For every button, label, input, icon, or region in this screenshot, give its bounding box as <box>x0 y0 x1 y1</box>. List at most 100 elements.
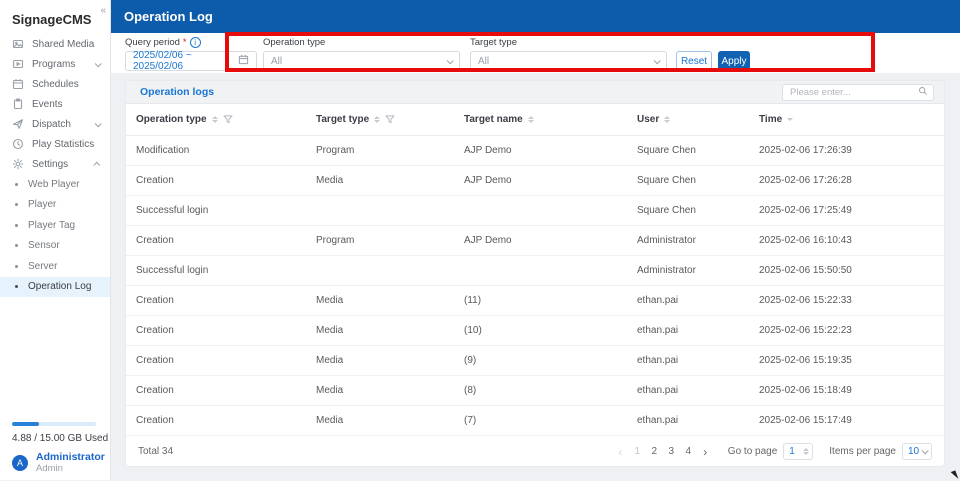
table-cell: ethan.pai <box>637 325 759 336</box>
panel-tabstrip: Operation logs <box>126 81 944 104</box>
table-cell: Media <box>316 295 464 306</box>
search-icon[interactable] <box>918 83 928 101</box>
sidebar: SignageCMS « Shared Media Programs Sched… <box>0 0 111 480</box>
table-cell: Media <box>316 415 464 426</box>
storage-bar-fill <box>12 422 39 426</box>
table-cell: Media <box>316 355 464 366</box>
filter-funnel-icon[interactable] <box>223 115 233 124</box>
page-number-button[interactable]: 4 <box>680 446 697 457</box>
search-box <box>782 84 934 101</box>
reset-button[interactable]: Reset <box>676 51 712 71</box>
prev-page-button[interactable]: ‹ <box>612 447 629 457</box>
sidebar-item-label: Programs <box>32 59 75 70</box>
column-header-target-name[interactable]: Target name <box>464 114 637 125</box>
items-per-page-value: 10 <box>908 446 919 457</box>
sidebar-item-programs[interactable]: Programs <box>0 54 110 74</box>
sidebar-item-sensor[interactable]: Sensor <box>0 236 110 257</box>
table-cell: 2025-02-06 15:18:49 <box>759 385 944 396</box>
sidebar-item-label: Events <box>32 99 63 110</box>
filter-funnel-icon[interactable] <box>385 115 395 124</box>
table-cell: Square Chen <box>637 205 759 216</box>
table-cell: Administrator <box>637 235 759 246</box>
chevron-down-icon <box>654 56 659 67</box>
sort-icon[interactable] <box>374 116 380 123</box>
table-cell: AJP Demo <box>464 235 637 246</box>
table-cell: Square Chen <box>637 175 759 186</box>
target-type-select[interactable]: All <box>470 51 667 71</box>
date-range-value: 2025/02/06 ~ 2025/02/06 <box>133 50 238 72</box>
operation-type-select[interactable]: All <box>263 51 460 71</box>
column-header-operation-type[interactable]: Operation type <box>136 114 316 125</box>
sidebar-item-label: Player Tag <box>28 220 75 231</box>
sidebar-item-player-tag[interactable]: Player Tag <box>0 215 110 236</box>
sidebar-item-operation-log[interactable]: Operation Log <box>0 277 110 298</box>
sort-icon[interactable] <box>664 116 670 123</box>
items-per-page-label: Items per page <box>829 446 896 457</box>
column-header-user[interactable]: User <box>637 114 759 125</box>
table-cell: 2025-02-06 15:19:35 <box>759 355 944 366</box>
table-cell: Media <box>316 175 464 186</box>
storage-usage: 4.88 / 15.00 GB Used <box>12 422 96 444</box>
items-per-page-select[interactable]: 10 <box>902 443 932 460</box>
user-profile[interactable]: A Administrator Admin <box>12 451 105 474</box>
target-type-label: Target type <box>470 37 517 48</box>
avatar: A <box>12 455 28 471</box>
sidebar-item-shared-media[interactable]: Shared Media <box>0 34 110 54</box>
sort-icon[interactable] <box>528 116 534 123</box>
query-period-input[interactable]: 2025/02/06 ~ 2025/02/06 <box>125 51 257 71</box>
page-number-button[interactable]: 1 <box>629 446 646 457</box>
sidebar-item-events[interactable]: Events <box>0 94 110 114</box>
table-cell: (10) <box>464 325 637 336</box>
user-role: Admin <box>36 463 105 474</box>
sidebar-item-dispatch[interactable]: Dispatch <box>0 114 110 134</box>
go-to-page-input[interactable] <box>789 446 801 457</box>
operation-type-label: Operation type <box>263 37 325 48</box>
sidebar-item-play-statistics[interactable]: Play Statistics <box>0 134 110 154</box>
sidebar-item-web-player[interactable]: Web Player <box>0 174 110 195</box>
chevron-down-icon <box>95 119 100 130</box>
sidebar-item-label: Player <box>28 199 56 210</box>
table-cell: Modification <box>136 145 316 156</box>
table-cell: Administrator <box>637 265 759 276</box>
sort-desc-icon[interactable] <box>787 118 793 121</box>
next-page-button[interactable]: › <box>697 447 714 457</box>
column-header-time[interactable]: Time <box>759 114 944 125</box>
page-stepper-icon[interactable] <box>803 448 809 455</box>
table-cell: ethan.pai <box>637 355 759 366</box>
bullet-icon <box>15 285 18 288</box>
calendar-icon <box>238 54 249 68</box>
apply-button[interactable]: Apply <box>718 51 750 71</box>
sidebar-item-player[interactable]: Player <box>0 195 110 216</box>
page-number-button[interactable]: 3 <box>663 446 680 457</box>
clipboard-icon <box>12 98 24 110</box>
sidebar-item-schedules[interactable]: Schedules <box>0 74 110 94</box>
main-content: Operation Log Query period * i 2025/02/0… <box>111 0 960 480</box>
total-count: Total 34 <box>138 446 173 457</box>
search-input[interactable] <box>790 87 918 98</box>
sidebar-collapse-icon[interactable]: « <box>100 5 106 16</box>
column-header-target-type[interactable]: Target type <box>316 114 464 125</box>
tab-operation-logs[interactable]: Operation logs <box>140 86 214 98</box>
send-icon <box>12 118 24 130</box>
bullet-icon <box>15 224 18 227</box>
chevron-down-icon <box>95 59 100 70</box>
sort-icon[interactable] <box>212 116 218 123</box>
page-number-button[interactable]: 2 <box>646 446 663 457</box>
sidebar-item-server[interactable]: Server <box>0 256 110 277</box>
info-icon[interactable]: i <box>190 37 201 48</box>
column-label: Operation type <box>136 114 207 125</box>
table-cell: 2025-02-06 15:22:33 <box>759 295 944 306</box>
sidebar-item-settings[interactable]: Settings <box>0 154 110 174</box>
